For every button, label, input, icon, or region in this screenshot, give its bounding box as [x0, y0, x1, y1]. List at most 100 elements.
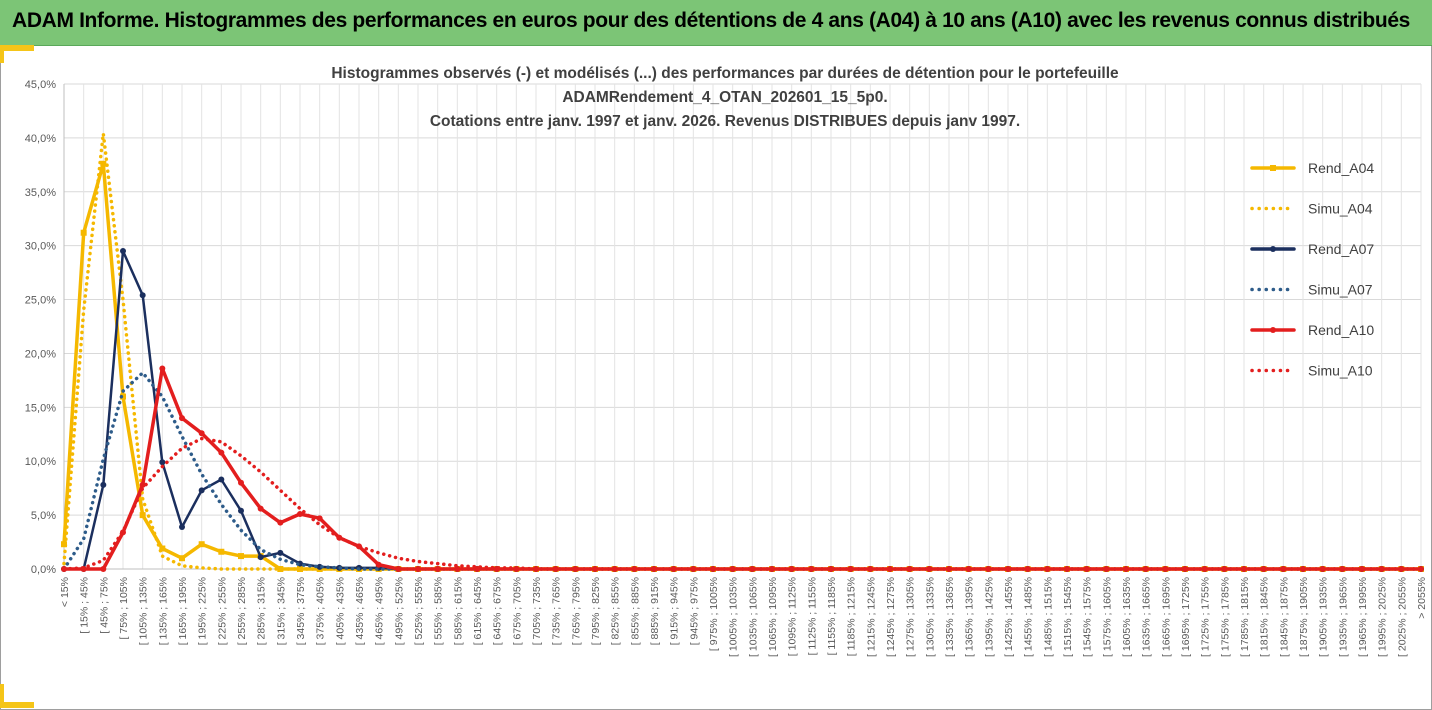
x-tick-label: [ 1845% ; 1875%: [1278, 577, 1290, 657]
legend-rend-a07-label: Rend_A07: [1308, 241, 1374, 257]
x-tick-label: [ 495% ; 525%: [393, 577, 405, 645]
series-rend-a10-point: [277, 519, 284, 526]
x-tick-label: [ 465% ; 495%: [374, 577, 386, 645]
x-tick-label: [ 1575% ; 1605%: [1101, 577, 1113, 657]
x-tick-label: [ 1905% ; 1935%: [1318, 577, 1330, 657]
series-rend-a10-point: [198, 430, 205, 437]
x-tick-label: [ 1035% ; 1065%: [747, 577, 759, 657]
y-tick-label: 45,0%: [25, 79, 56, 91]
series-rend-a10-line: [62, 366, 1423, 571]
y-tick-label: 20,0%: [25, 348, 56, 360]
legend-rend-a10-label: Rend_A10: [1308, 322, 1374, 338]
series-rend-a10-point: [651, 566, 657, 572]
x-tick-label: [ 1785% ; 1815%: [1239, 577, 1251, 657]
x-tick-label: [ 1995% ; 2025%: [1377, 577, 1389, 657]
x-tick-label: [ 1095% ; 1125%: [787, 577, 799, 656]
series-rend-a10-point: [454, 566, 461, 572]
y-tick-label: 35,0%: [25, 187, 56, 199]
series-rend-a04-point: [159, 545, 166, 552]
series-rend-a04-point: [80, 229, 87, 236]
series-rend-a07-point: [139, 292, 146, 299]
banner-title: ADAM Informe. Histogrammes des performan…: [12, 9, 1410, 32]
y-tick-label: 30,0%: [25, 241, 56, 253]
series-rend-a10-point: [316, 515, 323, 522]
x-tick-label: [ 375% ; 405%: [315, 577, 327, 645]
corner-accent-bottom-left: [0, 684, 4, 708]
series-rend-a10-point: [1083, 566, 1090, 572]
x-tick-label: [ 1455% ; 1485%: [1023, 577, 1035, 657]
x-tick-label: [ 195% ; 225%: [197, 577, 209, 645]
legend-rend-a10-marker: [1270, 327, 1276, 333]
series-simu-a04-line: [62, 131, 1423, 571]
series-rend-a07-line: [62, 249, 1423, 571]
y-tick-label: 15,0%: [25, 402, 56, 414]
x-tick-label: [ 1395% ; 1425%: [983, 577, 995, 657]
series-simu-a10-line: [62, 436, 1423, 571]
legend-rend-a07-marker: [1270, 246, 1276, 252]
x-tick-label: [ 825% ; 855%: [610, 577, 622, 645]
series-rend-a04-point: [61, 541, 67, 548]
series-rend-a10-point: [828, 566, 834, 572]
x-tick-label: < 15%: [59, 577, 71, 607]
x-tick-label: [ 1695% ; 1725%: [1180, 577, 1192, 657]
series-rend-a10-point: [218, 449, 225, 456]
x-tick-label: > 2055%: [1416, 577, 1428, 619]
x-tick-label: [ 405% ; 435%: [334, 577, 346, 645]
x-tick-label: [ 1515% ; 1545%: [1062, 577, 1074, 657]
x-tick-label: [ 555% ; 585%: [433, 577, 445, 645]
x-tick-label: [ 885% ; 915%: [649, 577, 661, 645]
x-tick-label: [ 2025% ; 2055%: [1396, 577, 1408, 657]
x-tick-label: [ 255% ; 285%: [236, 577, 248, 645]
series-rend-a10-point: [159, 365, 166, 372]
series-rend-a07-point: [179, 523, 185, 530]
x-tick-label: [ 1635% ; 1665%: [1141, 577, 1153, 657]
x-tick-label: [ 225% ; 255%: [216, 577, 228, 645]
series-rend-a10-point: [1182, 566, 1188, 572]
series-simu-a07-line: [62, 371, 1423, 571]
series-rend-a10-point: [100, 566, 107, 572]
header-banner: ADAM Informe. Histogrammes des performan…: [0, 0, 1432, 46]
series-rend-a07-point: [238, 507, 244, 514]
x-tick-label: [ 1065% ; 1095%: [767, 577, 779, 657]
series-rend-a04-point: [179, 555, 185, 562]
x-tick-label: [ 1425% ; 1455%: [1003, 577, 1015, 657]
x-tick-label: [ 435% ; 465%: [354, 577, 366, 645]
corner-accent-top: [0, 45, 34, 51]
x-tick-label: [ 705% ; 735%: [531, 577, 543, 645]
series-rend-a04-point: [100, 160, 107, 167]
legend-rend-a04-label: Rend_A04: [1308, 160, 1374, 176]
series-rend-a10-point: [257, 505, 264, 512]
legend-rend-a04-marker: [1270, 165, 1276, 171]
x-tick-label: [ 1155% ; 1185%: [826, 577, 838, 655]
x-tick-label: [ 1815% ; 1845%: [1259, 577, 1271, 657]
x-tick-label: [ 1185% ; 1215%: [846, 577, 858, 656]
series-rend-a10-point: [415, 566, 421, 572]
chart-title-line-2: ADAMRendement_4_OTAN_202601_15_5p0.: [562, 89, 888, 106]
y-tick-label: 5,0%: [31, 510, 56, 522]
x-tick-label: [ 1935% ; 1965%: [1337, 577, 1349, 657]
x-tick-label: [ 1485% ; 1515%: [1042, 577, 1054, 657]
series-rend-a10-point: [1359, 566, 1365, 572]
series-rend-a10-point: [434, 566, 441, 572]
series-rend-a07-point: [198, 487, 205, 494]
legend-simu-a07-label: Simu_A07: [1308, 282, 1373, 298]
series-rend-a10-point: [238, 479, 244, 486]
x-tick-label: [ 1365% ; 1395%: [964, 577, 976, 657]
x-tick-label: [ 1245% ; 1275%: [885, 577, 897, 657]
y-tick-label: 10,0%: [25, 456, 56, 468]
x-tick-label: [ 525% ; 555%: [413, 577, 425, 645]
legend-simu-a04-label: Simu_A04: [1308, 201, 1373, 217]
x-tick-label: [ 615% ; 645%: [472, 577, 484, 645]
series-rend-a10-point: [572, 566, 579, 572]
x-tick-label: [ 1665% ; 1695%: [1160, 577, 1172, 657]
x-tick-label: [ 945% ; 975%: [688, 577, 700, 645]
x-tick-label: [ 735% ; 765%: [551, 577, 563, 645]
x-tick-label: [ 1305% ; 1335%: [924, 577, 936, 657]
series-rend-a10-point: [1005, 566, 1011, 572]
series-rend-a07-point: [277, 549, 284, 556]
x-tick-label: [ 105% ; 135%: [138, 577, 150, 645]
y-tick-label: 25,0%: [25, 295, 56, 307]
x-tick-label: [ 1215% ; 1245%: [865, 577, 877, 657]
x-tick-label: [ 645% ; 675%: [492, 577, 504, 645]
